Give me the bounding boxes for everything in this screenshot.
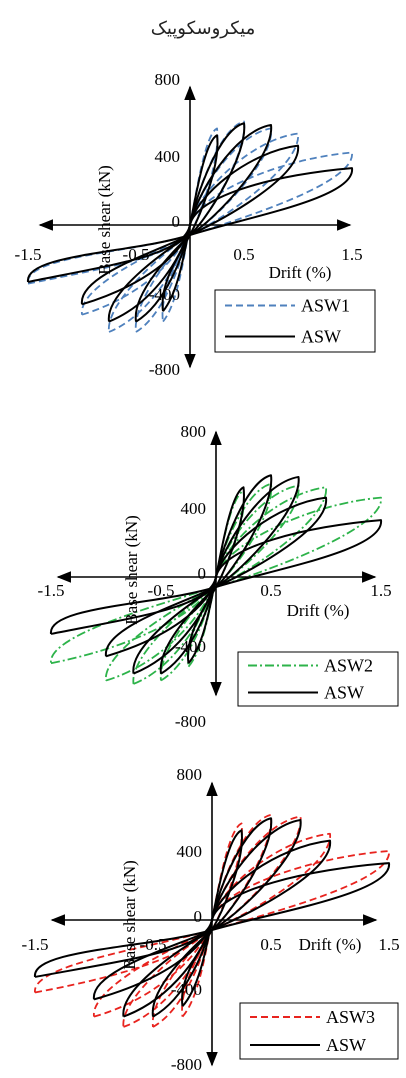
loop-asw3-cycle-4: [93, 832, 331, 1018]
y-tick-label: -800: [149, 360, 180, 379]
y-tick-label: 0: [198, 564, 207, 583]
loop-asw-cycle-3: [132, 475, 300, 675]
loop-asw-cycle-2: [134, 122, 246, 323]
loop-asw-cycle-2: [151, 817, 273, 1018]
x-tick-label: 1.5: [341, 245, 362, 264]
x-tick-label: -0.5: [148, 581, 175, 600]
y-tick-label: -400: [171, 980, 202, 999]
y-axis-label: Base shear (kN): [95, 165, 114, 275]
hysteresis-chart-1: 800 400 0 -400 -800 -1.5 -0.5 0.5 1.5 Drift (%) Ba…: [15, 70, 376, 379]
legend-label-asw1: ASW1: [301, 296, 350, 316]
y-tick-label: 800: [181, 422, 207, 441]
loop-asw3-cycle-5: [34, 850, 390, 994]
legend-box: [239, 1002, 399, 1060]
loop-asw-cycle-4: [104, 496, 328, 658]
x-tick-label: -1.5: [38, 581, 65, 600]
legend-box: [237, 651, 399, 707]
legend-label-asw: ASW: [301, 327, 341, 347]
y-tick-label: 400: [177, 842, 203, 861]
x-tick-label: 0.5: [233, 245, 254, 264]
loop-asw-cycle-4: [92, 839, 332, 1001]
y-axis-label: Base shear (kN): [120, 860, 139, 970]
series-asw: [26, 122, 354, 323]
legend: ASW1 ASW: [214, 289, 376, 353]
loop-asw-cycle-5: [33, 862, 391, 978]
x-axis-label: Drift (%): [287, 601, 350, 620]
x-tick-label: -1.5: [15, 245, 42, 264]
legend-label-asw: ASW: [324, 683, 364, 703]
y-tick-label: 800: [177, 765, 203, 784]
page-title: میکروسکوپیک: [150, 18, 256, 39]
loop-asw1-cycle-4: [81, 132, 299, 316]
loop-asw-cycle-5: [49, 519, 383, 635]
x-tick-label: 0.5: [260, 581, 281, 600]
y-tick-label: -800: [175, 712, 206, 731]
x-tick-label: -0.5: [123, 245, 150, 264]
series-asw: [49, 474, 383, 675]
legend-label-asw3: ASW3: [326, 1007, 375, 1027]
x-tick-label: -0.5: [140, 935, 167, 954]
legend-box: [214, 289, 376, 353]
loop-asw-cycle-3: [122, 818, 302, 1018]
hysteresis-chart-3: 800 400 0 -400 -800 -1.5 -0.5 0.5 1.5 Drift (%) Ba…: [22, 765, 400, 1074]
legend-label-asw2: ASW2: [324, 656, 373, 676]
loop-asw2-cycle-5: [50, 496, 382, 665]
legend-label-asw: ASW: [326, 1035, 366, 1055]
y-tick-label: 0: [172, 212, 181, 231]
y-tick-label: 800: [155, 70, 181, 89]
loop-asw-cycle-5: [26, 167, 354, 283]
y-tick-label: -800: [171, 1055, 202, 1074]
x-tick-label: 1.5: [370, 581, 391, 600]
y-tick-label: 0: [194, 907, 203, 926]
y-axis-label: Base shear (kN): [122, 515, 141, 625]
x-tick-label: -1.5: [22, 935, 49, 954]
hysteresis-chart-2: 800 400 0 -400 -800 -1.5 -0.5 0.5 1.5 Drift (%) Ba…: [38, 422, 399, 731]
y-tick-label: -400: [175, 637, 206, 656]
loop-asw-cycle-4: [80, 144, 300, 306]
loop-asw-cycle-2: [159, 474, 273, 675]
y-tick-label: -400: [149, 285, 180, 304]
x-axis-label: Drift (%): [299, 935, 362, 954]
loop-asw2-cycle-4: [105, 486, 327, 682]
y-tick-label: 400: [181, 499, 207, 518]
legend: ASW3 ASW: [239, 1002, 399, 1060]
y-tick-label: 400: [155, 147, 181, 166]
loop-asw-cycle-3: [107, 123, 273, 323]
legend: ASW2 ASW: [237, 651, 399, 707]
x-tick-label: 0.5: [260, 935, 281, 954]
x-axis-label: Drift (%): [269, 263, 332, 282]
x-tick-label: 1.5: [378, 935, 399, 954]
